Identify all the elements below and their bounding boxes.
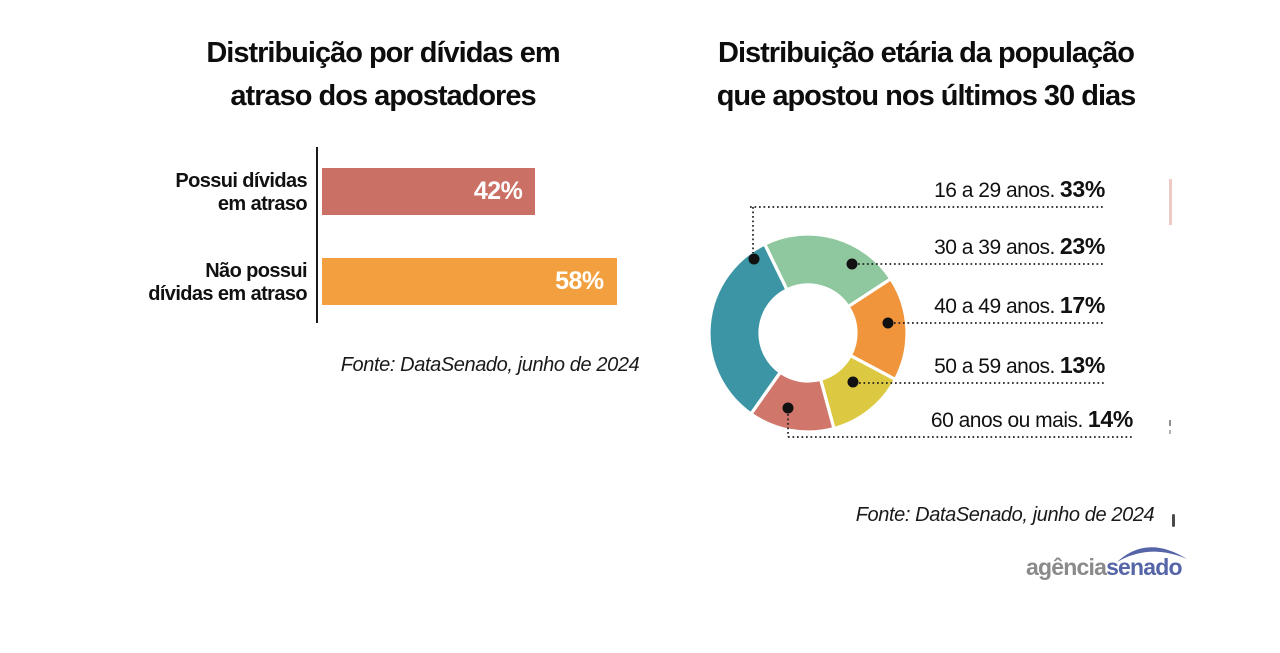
legend-row-60-mais: 60 anos ou mais. 14%: [930, 406, 1133, 432]
age-chart-title-line-1: Distribuição etária da população: [718, 37, 1135, 69]
legend-row-40-49: 40 a 49 anos. 17%: [934, 292, 1105, 318]
legend-row-30-39: 30 a 39 anos. 23%: [934, 233, 1105, 259]
legend-row-50-59: 50 a 59 anos. 13%: [934, 352, 1105, 378]
leader-dot: [782, 402, 794, 414]
debt-chart-title-line-2: atraso dos apostadores: [230, 80, 536, 112]
bar-value-label: 58%: [555, 267, 604, 295]
leader-dot: [882, 317, 894, 329]
debt-chart-source: Fonte: DataSenado, junho de 2024: [340, 354, 640, 376]
age-chart-source: Fonte: DataSenado, junho de 2024: [855, 504, 1155, 526]
age-chart-title-line-2: que apostou nos últimos 30 dias: [716, 80, 1137, 112]
bar-chart-axis-line: [316, 147, 318, 323]
leader-dot: [847, 376, 859, 388]
bar-category-label-possui: Possui dívidas em atraso: [175, 170, 307, 215]
debt-chart-title: Distribuição por dívidas em atraso dos a…: [128, 32, 638, 118]
bar-possui-dividas: 42%: [322, 168, 536, 215]
logo-word-agencia: agência: [1026, 554, 1107, 580]
cropped-artifact-line: [1169, 179, 1172, 225]
logo-arc-icon: [1116, 547, 1187, 562]
bar-nao-possui-dividas: 58%: [322, 258, 617, 305]
bar-value-label: 42%: [473, 177, 523, 205]
bar-category-label-nao-possui: Não possui dívidas em atraso: [148, 260, 307, 305]
donut-slice-16-a-29-anos: [707, 241, 790, 417]
leader-dot: [846, 258, 858, 270]
age-donut: [707, 206, 1133, 438]
donut-slice-30-a-39-anos: [762, 232, 894, 309]
cropped-artifact-speck: [1169, 420, 1171, 426]
cropped-artifact-speck: [1169, 430, 1171, 434]
logo-word-senado: senado: [1106, 554, 1183, 580]
debt-chart-title-line-1: Distribuição por dívidas em: [206, 37, 560, 69]
age-chart-title: Distribuição etária da população que apo…: [670, 32, 1182, 118]
leader-dot: [748, 253, 760, 265]
legend-row-16-29: 16 a 29 anos. 33%: [934, 176, 1105, 202]
cropped-artifact-mark: [1172, 514, 1175, 527]
agencia-senado-logo: agênciasenado: [1026, 547, 1187, 580]
